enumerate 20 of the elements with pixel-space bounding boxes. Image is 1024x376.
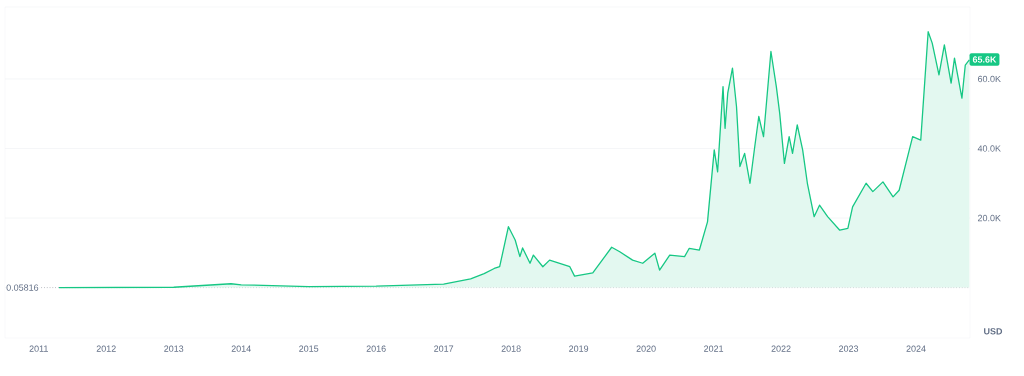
x-tick-label: 2020 [636,345,656,352]
x-tick-label: 2021 [704,345,724,352]
x-tick-label: 2016 [366,345,386,352]
ref-line-label: 0.05816 [6,284,39,291]
x-tick-label: 2015 [299,345,319,352]
y-tick-label: 60.0K [977,75,1001,83]
x-tick-label: 2017 [434,345,454,352]
x-tick-label: 2018 [501,345,521,352]
x-tick-label: 2023 [839,345,859,352]
y-axis-title: USD [984,328,1003,335]
x-tick-label: 2013 [164,345,184,352]
y-tick-label: 40.0K [977,145,1001,152]
x-tick-label: 2014 [231,345,251,352]
y-tick-label: 20.0K [977,214,1001,222]
x-tick-label: 2024 [906,345,926,352]
x-tick-label: 2011 [29,345,48,352]
annotation: 65.6K [972,56,997,63]
x-tick-label: 2022 [771,345,791,352]
x-tick-label: 2012 [96,345,116,352]
x-tick-label: 2019 [569,345,589,352]
